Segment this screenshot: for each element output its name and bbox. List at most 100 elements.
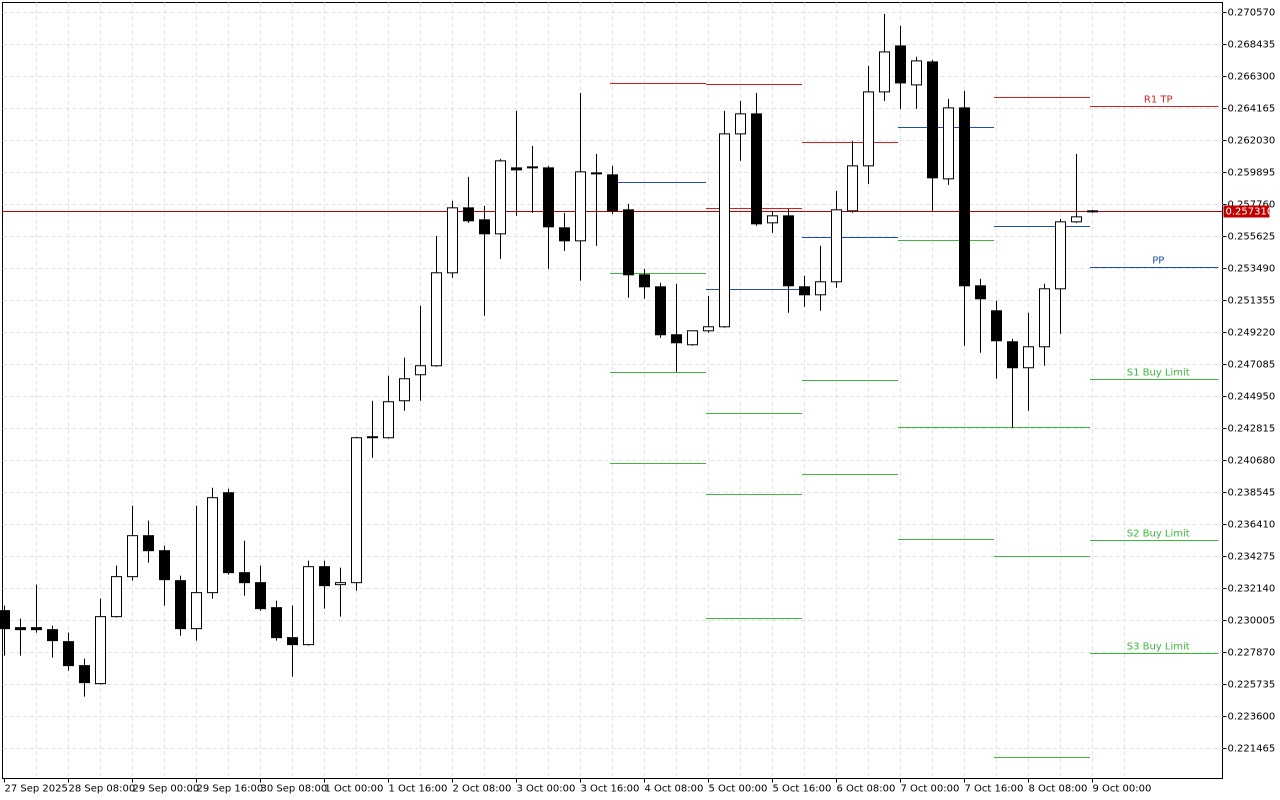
y-tick-label: 0.238545 [1228,488,1276,499]
x-tick-label: 2 Oct 08:00 [453,784,512,795]
candle-body [63,641,74,667]
x-tick-label: 6 Oct 08:00 [837,784,896,795]
x-tick-label: 7 Oct 16:00 [965,784,1024,795]
candle-body [479,219,490,235]
candle-body [783,215,794,287]
candle-body [511,167,522,171]
y-tick-label: 0.242815 [1228,424,1276,435]
candle-body [1007,341,1018,369]
x-tick-label: 28 Sep 08:00 [69,784,136,795]
candle-body [703,326,714,332]
y-tick-label: 0.236410 [1228,520,1276,531]
candle-body [527,166,538,169]
y-tick-label: 0.234275 [1228,552,1276,563]
x-tick-label: 4 Oct 08:00 [645,784,704,795]
candle-body [223,492,234,574]
candle-body [31,627,42,631]
candle-body [399,378,410,402]
candle-body [1039,288,1050,348]
candle-body [0,610,10,630]
pivot-label: S3 Buy Limit [1127,642,1190,653]
y-tick-label: 0.262030 [1228,136,1276,147]
y-tick-label: 0.253490 [1228,264,1276,275]
candle-body [351,437,362,584]
x-tick-label: 29 Sep 00:00 [133,784,200,795]
candle-body [1087,210,1098,213]
y-tick-label: 0.251355 [1228,296,1276,307]
candle-body [911,60,922,86]
candle-body [303,566,314,646]
candle-body [895,45,906,84]
candle-body [1071,216,1082,223]
y-tick-label: 0.255625 [1228,232,1276,243]
y-tick-label: 0.225735 [1228,680,1276,691]
x-tick-label: 27 Sep 2025 [5,784,68,795]
candle-body [1023,346,1034,369]
candle-body [543,167,554,228]
x-tick-label: 5 Oct 00:00 [709,784,768,795]
candle-body [927,61,938,179]
current-price-tag [1223,205,1270,218]
candle-body [239,572,250,584]
y-tick-label: 0.244950 [1228,392,1276,403]
candle-body [847,165,858,212]
x-tick-label: 3 Oct 00:00 [517,784,576,795]
candle-body [671,334,682,344]
candle-body [655,286,666,336]
y-tick-label: 0.249220 [1228,328,1276,339]
candle-body [79,665,90,684]
y-tick-label: 0.259895 [1228,168,1276,179]
x-tick-label: 5 Oct 16:00 [773,784,832,795]
candle-body [607,174,618,212]
candle-body [751,113,762,225]
candle-body [111,576,122,618]
candle-body [367,436,378,439]
y-tick-label: 0.270570 [1228,8,1276,19]
candle-body [1055,221,1066,290]
candle-body [319,566,330,587]
y-tick-label: 0.247085 [1228,360,1276,371]
x-tick-label: 7 Oct 00:00 [901,784,960,795]
candle-body [175,580,186,630]
candle-body [463,207,474,222]
candle-body [591,172,602,175]
y-tick-label: 0.264165 [1228,104,1276,115]
candle-body [863,91,874,167]
candle-body [207,497,218,594]
candle-body [15,627,26,631]
candle-body [415,365,426,376]
candle-body [159,550,170,581]
candle-body [559,227,570,242]
candle-body [143,535,154,552]
y-tick-label: 0.232140 [1228,584,1276,595]
x-tick-label: 29 Sep 16:00 [197,784,264,795]
candle-body [255,582,266,610]
candle-body [879,51,890,93]
y-tick-label: 0.240680 [1228,456,1276,467]
candle-body [799,286,810,296]
candle-body [719,133,730,328]
candle-body [383,401,394,439]
y-tick-label: 0.257760 [1228,200,1276,211]
x-tick-label: 3 Oct 16:00 [581,784,640,795]
candle-body [831,209,842,283]
candle-body [95,616,106,685]
candle-body [127,535,138,578]
current-price-label: 0.257310 [1226,207,1274,218]
y-tick-label: 0.227870 [1228,648,1276,659]
y-tick-label: 0.230005 [1228,616,1276,627]
candle-body [575,171,586,242]
candle-body [191,592,202,630]
candle-body [271,607,282,639]
y-tick-label: 0.266300 [1228,72,1276,83]
candle-body [943,107,954,180]
y-tick-label: 0.221465 [1228,744,1276,755]
pivot-label: PP [1152,256,1164,267]
y-tick-label: 0.268435 [1228,40,1276,51]
pivot-label: S2 Buy Limit [1127,529,1190,540]
x-tick-label: 1 Oct 00:00 [325,784,384,795]
x-tick-label: 9 Oct 00:00 [1093,784,1152,795]
y-tick-label: 0.223600 [1228,712,1276,723]
candle-body [767,215,778,224]
